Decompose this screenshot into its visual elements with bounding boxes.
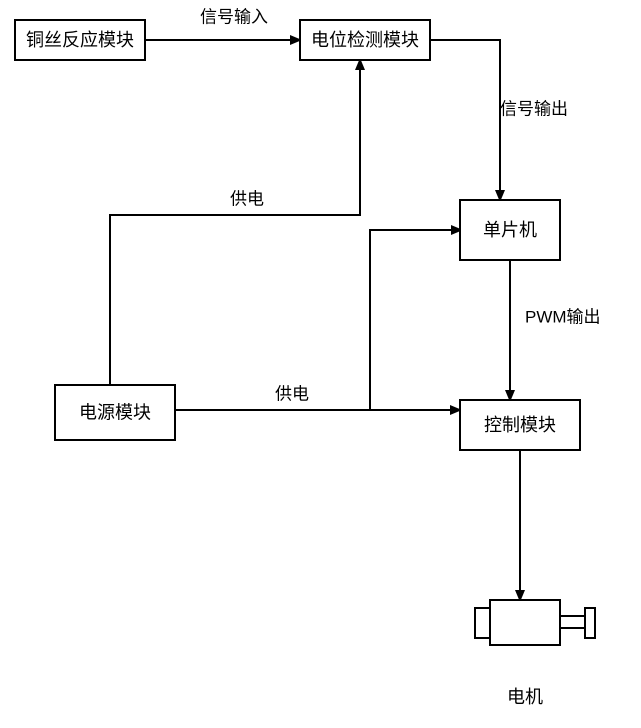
edge-label-power_ctrl: 供电	[275, 384, 309, 403]
motor-rear	[475, 608, 490, 638]
node-label-voltage: 电位检测模块	[311, 30, 419, 50]
motor-flange	[585, 608, 595, 638]
edge-power_up	[110, 60, 360, 385]
edge-label-pwm_out: PWM输出	[525, 307, 601, 326]
motor-label: 电机	[507, 687, 543, 707]
edge-label-power_up: 供电	[230, 189, 264, 208]
node-label-copper: 铜丝反应模块	[26, 30, 134, 50]
node-label-control: 控制模块	[484, 415, 556, 435]
edge-power_mcu	[370, 230, 461, 410]
motor-body	[490, 600, 560, 645]
motor-shaft	[560, 616, 585, 628]
node-label-power: 电源模块	[79, 402, 151, 422]
edge-label-signal_out: 信号输出	[500, 99, 568, 118]
node-label-mcu: 单片机	[483, 220, 537, 240]
edge-signal_out	[430, 40, 500, 200]
edge-label-signal_in: 信号输入	[200, 7, 268, 26]
